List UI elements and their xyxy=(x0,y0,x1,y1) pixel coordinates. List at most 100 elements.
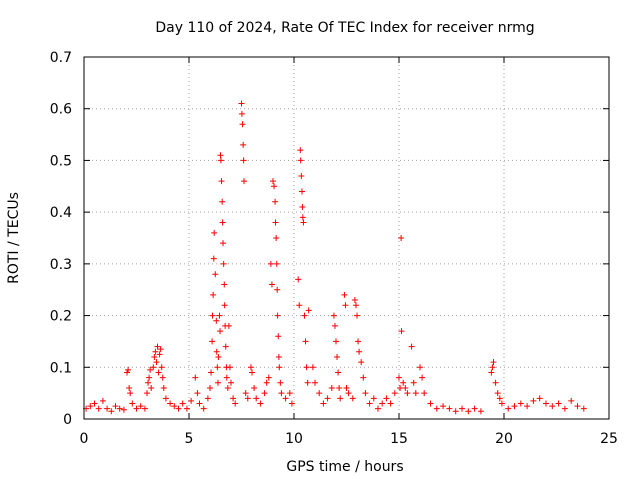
data-point xyxy=(124,369,131,376)
data-point xyxy=(343,384,350,391)
data-point xyxy=(277,379,284,386)
data-point xyxy=(352,302,359,309)
data-point xyxy=(208,369,215,376)
data-point xyxy=(226,364,233,371)
data-point xyxy=(150,364,157,371)
data-point xyxy=(303,364,310,371)
data-point xyxy=(221,281,228,288)
data-point xyxy=(207,384,213,391)
grid xyxy=(84,57,609,419)
data-point xyxy=(196,400,203,407)
data-point xyxy=(230,395,237,402)
data-point xyxy=(274,286,281,293)
data-point xyxy=(305,307,312,314)
data-point xyxy=(200,405,207,412)
data-point xyxy=(268,281,275,288)
data-point xyxy=(160,384,167,391)
data-point xyxy=(261,390,268,397)
data-point xyxy=(120,406,127,413)
data-point xyxy=(214,364,221,371)
data-point xyxy=(362,390,369,397)
data-point xyxy=(342,302,349,309)
data-point xyxy=(137,403,144,410)
data-point xyxy=(297,157,304,164)
data-point xyxy=(154,343,161,350)
data-point xyxy=(477,408,484,415)
data-point xyxy=(158,364,165,371)
data-point xyxy=(108,408,115,415)
data-point xyxy=(304,379,311,386)
data-point xyxy=(296,302,303,309)
data-point xyxy=(335,369,342,376)
data-point xyxy=(427,400,434,407)
data-point xyxy=(302,338,309,345)
data-point xyxy=(217,328,224,335)
data-point xyxy=(179,400,186,407)
data-point xyxy=(568,397,575,404)
data-point xyxy=(334,353,341,360)
chart-title: Day 110 of 2024, Rate Of TEC Index for r… xyxy=(155,20,534,36)
data-point xyxy=(417,364,423,371)
data-point xyxy=(561,405,568,412)
data-point xyxy=(511,403,518,410)
data-point xyxy=(241,178,248,185)
data-point xyxy=(159,374,166,381)
data-point xyxy=(272,219,279,226)
data-point xyxy=(354,312,360,319)
x-axis-label: GPS time / hours xyxy=(286,459,403,475)
data-point xyxy=(240,157,247,164)
data-point xyxy=(156,351,163,358)
data-point xyxy=(167,400,174,407)
data-point xyxy=(391,390,398,397)
data-point xyxy=(465,408,472,415)
data-point xyxy=(216,312,223,319)
data-point xyxy=(404,390,411,397)
data-point xyxy=(400,379,407,386)
data-point xyxy=(148,384,155,391)
data-point xyxy=(219,198,226,205)
data-point xyxy=(492,379,499,386)
data-point xyxy=(517,400,524,407)
x-tick-label: 0 xyxy=(80,431,89,447)
data-point xyxy=(257,400,264,407)
data-point xyxy=(490,359,497,366)
data-point xyxy=(224,384,231,391)
data-point xyxy=(222,343,229,350)
data-point xyxy=(312,379,318,386)
data-point xyxy=(341,291,348,298)
data-point xyxy=(265,374,272,381)
data-point xyxy=(251,384,258,391)
data-point xyxy=(263,379,270,386)
data-point xyxy=(300,219,307,226)
data-point xyxy=(375,405,381,412)
data-point xyxy=(286,390,293,397)
data-point xyxy=(396,374,402,381)
data-point xyxy=(433,405,440,412)
data-point xyxy=(116,405,123,412)
data-point xyxy=(223,374,230,381)
y-tick-label: 0.3 xyxy=(50,257,72,273)
data-point xyxy=(192,374,199,381)
data-point xyxy=(242,390,249,397)
data-point xyxy=(221,302,228,309)
data-point xyxy=(387,400,394,407)
data-point xyxy=(440,403,447,410)
x-tick-label: 10 xyxy=(285,431,303,447)
data-point xyxy=(298,172,305,179)
data-point xyxy=(574,403,581,410)
data-point xyxy=(295,276,302,283)
data-point xyxy=(336,384,343,391)
data-point xyxy=(146,374,153,381)
data-point xyxy=(356,348,363,355)
y-tick-label: 0.1 xyxy=(50,360,72,376)
data-point xyxy=(147,366,154,373)
data-point xyxy=(446,405,453,412)
data-point xyxy=(488,369,495,376)
data-point xyxy=(320,400,327,407)
data-point xyxy=(536,395,543,402)
data-point xyxy=(351,297,358,304)
data-point xyxy=(87,403,94,410)
x-tick-label: 5 xyxy=(185,431,194,447)
data-points xyxy=(83,100,587,415)
data-point xyxy=(333,338,339,345)
